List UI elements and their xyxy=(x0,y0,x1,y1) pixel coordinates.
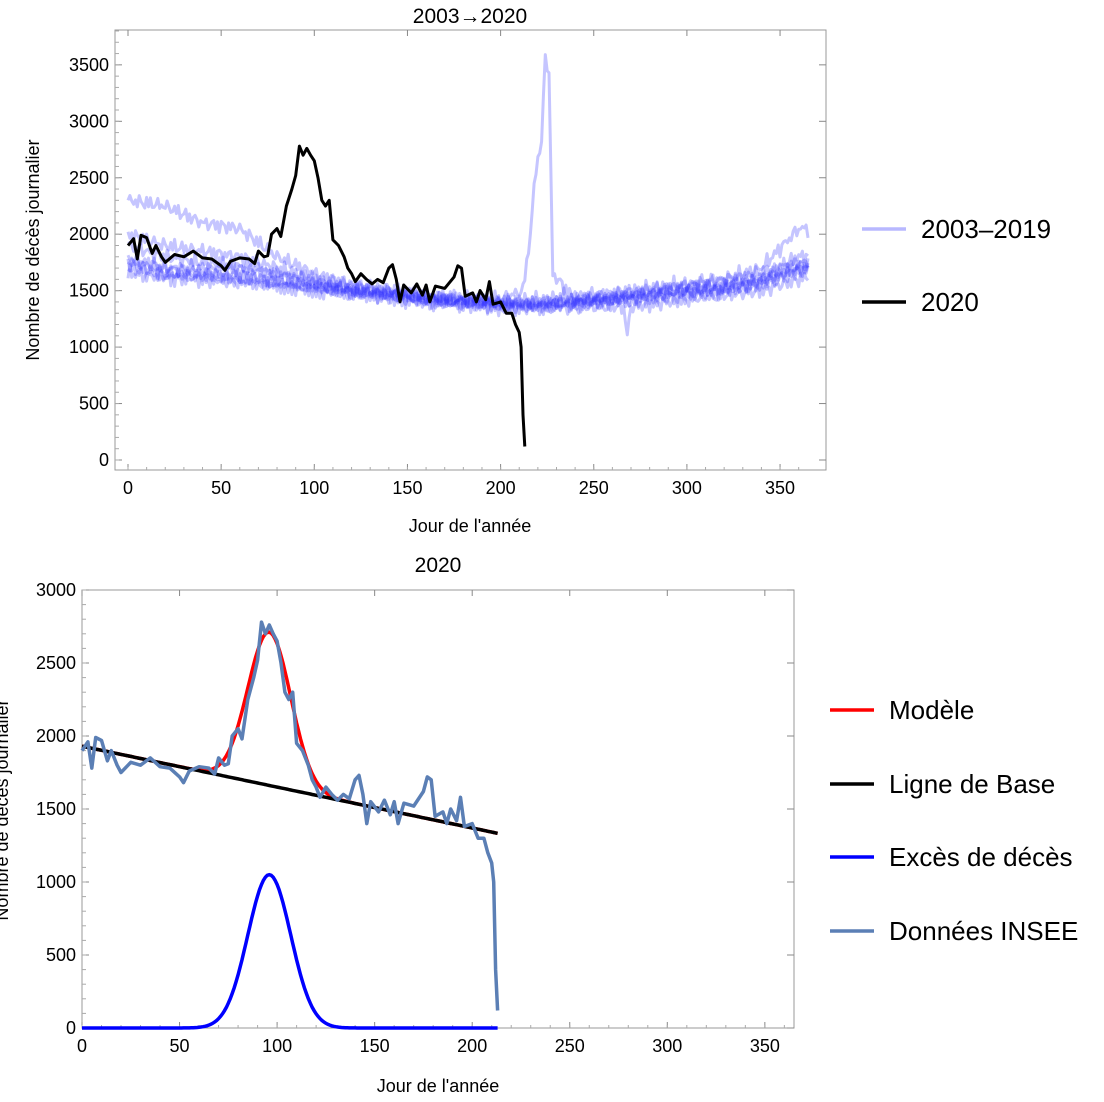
legend-label-modele: Modèle xyxy=(889,695,974,725)
top-y-tick-label: 2500 xyxy=(69,168,109,188)
top-axis-ticks: 0 50 100 150 200 250 300 3500500100015002000250… xyxy=(69,30,826,498)
series-line-exces-de-deces xyxy=(82,872,498,1030)
bottom-x-tick-label: 100 xyxy=(262,1036,292,1056)
bottom-axis-ticks: 0 50 100 150 200 250 300 350 0 500 1000 1500 2000 250… xyxy=(36,580,794,1056)
series-line-background-year xyxy=(127,259,810,318)
top-series-2003-2019 xyxy=(126,53,810,337)
top-y-tick-label: 1500 xyxy=(69,281,109,301)
bottom-y-tick-label: 500 xyxy=(46,945,76,965)
bottom-x-tick-label: 350 xyxy=(750,1036,780,1056)
legend-label-ligne-de-base: Ligne de Base xyxy=(889,769,1055,799)
top-x-tick-label: 150 xyxy=(392,478,422,498)
series-line-2020 xyxy=(126,144,527,447)
top-y-tick-label: 1000 xyxy=(69,337,109,357)
series-line-background-year xyxy=(126,263,810,337)
series-line-background-year xyxy=(126,53,810,309)
top-y-tick-label: 500 xyxy=(79,394,109,414)
top-y-tick-label: 0 xyxy=(99,450,109,470)
series-line-background-year xyxy=(126,229,809,313)
bottom-x-tick-label: 50 xyxy=(170,1036,190,1056)
top-y-tick-label: 3000 xyxy=(69,111,109,131)
top-x-tick-label: 300 xyxy=(672,478,702,498)
top-legend: 2003–2019 2020 xyxy=(862,214,1051,317)
bottom-chart: 2020 0 50 100 150 200 250 300 350 0 500 1000 1500 20… xyxy=(0,554,1078,1096)
bottom-x-tick-label: 150 xyxy=(360,1036,390,1056)
top-x-axis-label: Jour de l'année xyxy=(409,516,532,536)
legend-label-exces: Excès de décès xyxy=(889,842,1073,872)
bottom-x-tick-label: 200 xyxy=(457,1036,487,1056)
top-x-tick-label: 50 xyxy=(211,478,231,498)
top-x-tick-label: 200 xyxy=(486,478,516,498)
top-chart: 2003→2020 0 50 100 150 200 250 300 350050010001… xyxy=(23,5,1051,536)
series-line-donnees-insee xyxy=(80,620,500,1011)
bottom-x-tick-label: 250 xyxy=(555,1036,585,1056)
series-line-background-year xyxy=(126,251,810,316)
top-x-tick-label: 100 xyxy=(299,478,329,498)
bottom-chart-title: 2020 xyxy=(415,554,462,577)
top-series-2020 xyxy=(126,144,527,447)
bottom-series xyxy=(80,620,500,1030)
top-plot-frame xyxy=(114,29,827,471)
bottom-legend: Modèle Ligne de Base Excès de décès Donn… xyxy=(830,695,1078,946)
bottom-y-axis-label: Nombre de décès journalier xyxy=(0,699,12,920)
top-x-tick-label: 0 xyxy=(123,478,133,498)
top-y-tick-label: 3500 xyxy=(69,55,109,75)
bottom-x-axis-label: Jour de l'année xyxy=(377,1076,500,1096)
top-x-tick-label: 250 xyxy=(579,478,609,498)
bottom-x-tick-label: 300 xyxy=(652,1036,682,1056)
bottom-y-tick-label: 1000 xyxy=(36,872,76,892)
bottom-y-tick-label: 2500 xyxy=(36,653,76,673)
top-y-tick-label: 2000 xyxy=(69,224,109,244)
bottom-plot-frame xyxy=(81,589,795,1029)
bottom-y-tick-label: 0 xyxy=(66,1018,76,1038)
top-y-axis-label: Nombre de décès journalier xyxy=(23,139,43,360)
series-line-ligne-de-base xyxy=(81,744,498,836)
top-x-tick-label: 350 xyxy=(765,478,795,498)
bottom-y-tick-label: 3000 xyxy=(36,580,76,600)
series-line-background-year xyxy=(127,241,810,313)
legend-label-insee: Données INSEE xyxy=(889,916,1078,946)
bottom-y-tick-label: 1500 xyxy=(36,799,76,819)
legend-label-2020: 2020 xyxy=(921,287,979,317)
series-line-background-year xyxy=(126,194,810,314)
top-chart-title: 2003→2020 xyxy=(413,5,527,28)
legend-label-2003-2019: 2003–2019 xyxy=(921,214,1051,244)
bottom-y-tick-label: 2000 xyxy=(36,726,76,746)
bottom-x-tick-label: 0 xyxy=(77,1036,87,1056)
series-line-background-year xyxy=(126,257,810,318)
